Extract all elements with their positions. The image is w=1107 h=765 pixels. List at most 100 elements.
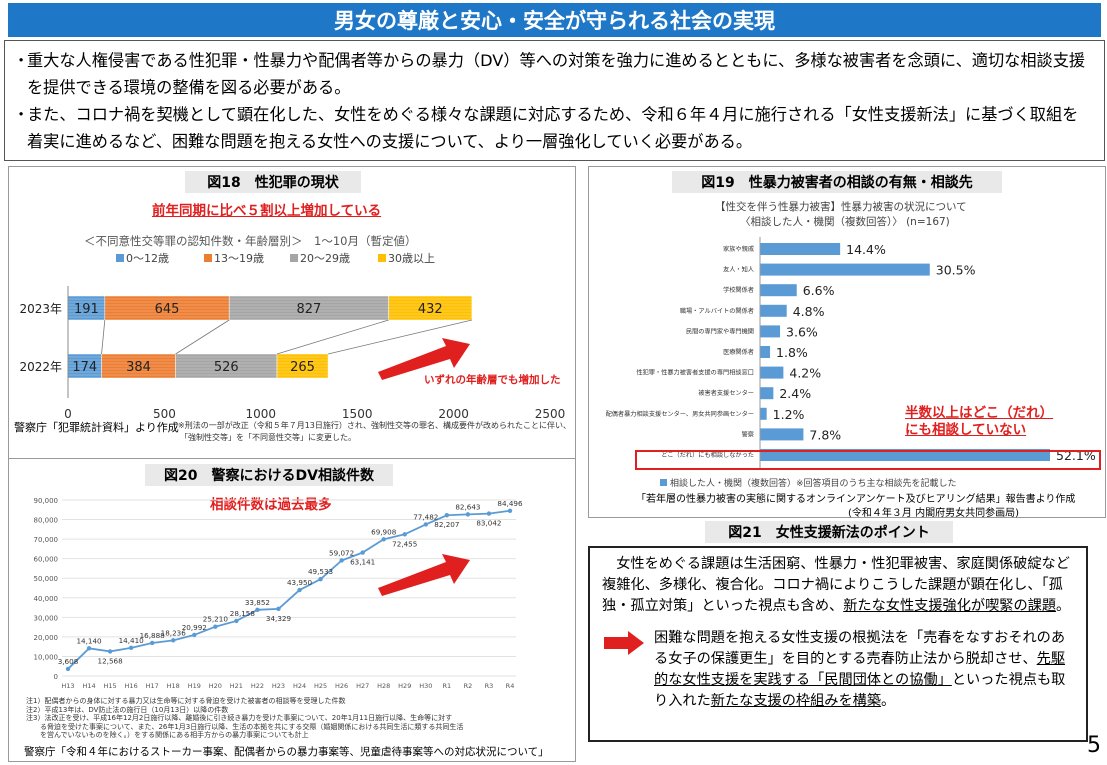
- fig18-x-tick: 500: [153, 407, 176, 421]
- fig21-p1-text: 女性をめぐる課題は生活困窮、性暴力・性犯罪被害、家庭関係破綻など複雑化、多様化、…: [602, 556, 1070, 614]
- fig20-point: [192, 632, 197, 638]
- fig20-point: [297, 587, 302, 593]
- fig18-category-label: 2023年: [19, 302, 62, 316]
- bullet-dot: ・: [13, 105, 30, 124]
- fig19-category-label: 家族や親戚: [723, 245, 754, 253]
- fig20-point: [402, 532, 407, 537]
- fig18-panel: [8, 166, 576, 482]
- fig20-x-tick: H29: [398, 682, 411, 690]
- fig20-note-4: る脅迫を受けた事案について、また、26年1月3日施行以降、生活の本拠を共にする交…: [26, 722, 464, 731]
- fig19-subtitle-1: 【性交を伴う性暴力被害】性暴力被害の状況について: [715, 201, 967, 213]
- fig19-data-label: 3.6%: [786, 324, 818, 339]
- intro-text-2: また、コロナ禍を契機として顕在化した、女性をめぐる様々な課題に対応するため、令和…: [27, 105, 1079, 151]
- fig19-subtitle-2: 〈相談した人・機関（複数回答）〉 (n=167): [740, 216, 950, 228]
- fig20-data-label: 34,329: [266, 614, 292, 623]
- fig18-subtitle: ＜不同意性交等罪の認知件数・年齢層別＞ 1～10月（暫定値）: [84, 234, 417, 248]
- fig18-x-tick: 2500: [535, 407, 566, 421]
- fig19-category-label: 民間の専門家や専門機関: [686, 327, 754, 335]
- fig18-headline: 前年同期に比べ５割以上増加している: [152, 203, 382, 219]
- fig20-headline: 相談件数は過去最多: [210, 497, 332, 513]
- fig18-bar-segment: [67, 353, 102, 379]
- fig21-p2-end: 。: [881, 693, 896, 709]
- fig18-bar-segment: [276, 353, 329, 379]
- fig20-x-tick: R3: [485, 682, 494, 690]
- fig18-chart: 0～12歳 13～19歳 20～29歳 30歳以上 2023年 191 645 827 432…: [19, 252, 566, 421]
- fig20-data-label: 43,950: [287, 578, 313, 587]
- fig18-arrow: [378, 338, 470, 380]
- fig18-legend-label: 30歳以上: [388, 252, 435, 265]
- fig19-bar: [760, 284, 797, 297]
- fig20-chart: 3,608 14,140 12,568 14,41016,88818,23620,99…: [34, 497, 523, 690]
- fig20-y-tick: 60,000: [34, 556, 59, 564]
- fig20-y-tick: 70,000: [34, 536, 59, 544]
- fig18-connector: [101, 319, 106, 355]
- fig20-data-label: 84,496: [497, 499, 523, 508]
- legend-swatch: [660, 479, 667, 486]
- fig18-x-tick: 2000: [438, 407, 469, 421]
- red-arrow-icon: [378, 554, 470, 596]
- fig20-point: [486, 511, 492, 516]
- fig18-data-label: 645: [155, 302, 180, 317]
- fig20-x-tick: H14: [82, 682, 95, 690]
- fig20-point: [381, 537, 386, 542]
- fig20-data-label: 18,236: [161, 628, 187, 637]
- intro-bullet-2: ・ また、コロナ禍を契機として顕在化した、女性をめぐる様々な課題に対応するため、…: [13, 101, 1094, 155]
- fig20-x-tick: H17: [146, 682, 159, 690]
- fig20-x-tick: H20: [209, 682, 222, 690]
- fig20-data-label: 59,072: [329, 548, 354, 557]
- fig20-x-tick: H24: [293, 682, 306, 690]
- fig20-point: [65, 666, 71, 672]
- fig21-box: 女性をめぐる課題は生活困窮、性暴力・性犯罪被害、家庭関係破綻など複雑化、多様化、…: [588, 546, 1088, 742]
- fig20-data-label: 33,852: [245, 598, 270, 607]
- fig19-category-label: 友人・知人: [723, 266, 754, 274]
- fig19-category-label: 配偶者暴力相談支援センター、男女共同参画センター: [606, 410, 754, 418]
- fig19-bar: [760, 407, 767, 420]
- fig18-legend-swatch: [378, 254, 386, 262]
- fig20-data-label: 72,455: [392, 539, 417, 548]
- fig20-point: [255, 607, 260, 613]
- fig19-chart: 家族や親戚 14.4% 友人・知人 30.5% 学校関係者 6.6% 職場・アルバイトの関係…: [606, 237, 1096, 470]
- fig19-category-label: 医療関係者: [723, 348, 754, 356]
- fig18-source: 警察庁「犯罪統計資料」より作成: [14, 421, 179, 434]
- fig19-category-label: 警察: [742, 430, 754, 438]
- intro-text-1: 重大な人権侵害である性犯罪・性暴力や配偶者等からの暴力（DV）等への対策を強力に…: [27, 51, 1086, 97]
- fig20-source: 警察庁「令和４年におけるストーカー事案、配偶者からの暴力事案等、児童虐待事案等へ…: [24, 746, 549, 758]
- fig20-point: [444, 513, 450, 518]
- fig20-point: [86, 646, 92, 651]
- fig19-category-label: 被害者支援センター: [698, 389, 754, 397]
- fig20-y-tick: 10,000: [34, 653, 59, 661]
- fig20-y-tick: 80,000: [34, 517, 59, 525]
- fig20-data-label: 16,888: [140, 631, 166, 640]
- fig18-legend-swatch: [290, 254, 298, 262]
- fig18-title: 図18 性犯罪の現状: [185, 171, 361, 193]
- fig21-paragraph-2: 困難な問題を抱える女性支援の根拠法を「売春をなすおそれのある女子の保護更生」を目…: [602, 628, 1076, 712]
- fig18-x-tick: 1000: [246, 407, 277, 421]
- fig20-data-label: 82,207: [434, 520, 459, 529]
- fig18-data-label: 265: [290, 360, 315, 375]
- fig21-p2-underline-1: 先駆的な女性支援を実践する「民間団体との協働」: [654, 651, 1066, 688]
- fig20-point: [423, 522, 429, 527]
- fig18-connector: [276, 319, 389, 355]
- fig20-x-tick: H30: [419, 682, 432, 690]
- fig19-category-label: 学校関係者: [723, 286, 754, 294]
- fig18-connector: [175, 319, 230, 355]
- fig21-p2-underline-2: 新たな支援の枠組みを構築: [710, 693, 882, 709]
- fig20-note-1: 注1）配偶者からの身体に対する暴力又は生命等に対する脅迫を受けた被害者の相談等を…: [26, 697, 346, 705]
- fig21-p1-end: 。: [1056, 598, 1071, 614]
- fig20-point: [318, 576, 323, 582]
- fig20-x-tick: H18: [167, 682, 180, 690]
- fig19-source-1: 「若年層の性暴力被害の実態に関するオンラインアンケート及びヒアリング結果」報告書…: [636, 494, 1076, 505]
- fig20-note-2: 注2）平成13年は、DV防止法の施行日（10月13日）以降の件数: [26, 705, 229, 714]
- fig20-x-tick: H19: [188, 682, 201, 690]
- fig19-category-label: 性犯罪・性暴力被害者支援の専門相談窓口: [636, 369, 754, 377]
- fig21-p2-body: 困難な問題を抱える女性支援の根拠法を「売春をなすおそれのある女子の保護更生」を目…: [646, 628, 1076, 712]
- fig18-footnote-2: 「強制性交等」を「不同意性交等」に変更した。: [180, 433, 356, 442]
- fig18-legend-label: 20～29歳: [300, 252, 350, 265]
- fig18-data-label: 174: [72, 360, 97, 375]
- fig19-legend-label: 相談した人・機関（複数回答）※回答項目のうち主な相談先を記載した: [670, 479, 957, 489]
- fig20-point: [107, 649, 113, 654]
- fig18-data-label: 432: [418, 302, 443, 317]
- fig19-bar: [760, 263, 930, 276]
- fig19-bar: [760, 304, 787, 317]
- fig19-data-label: 6.6%: [803, 283, 835, 298]
